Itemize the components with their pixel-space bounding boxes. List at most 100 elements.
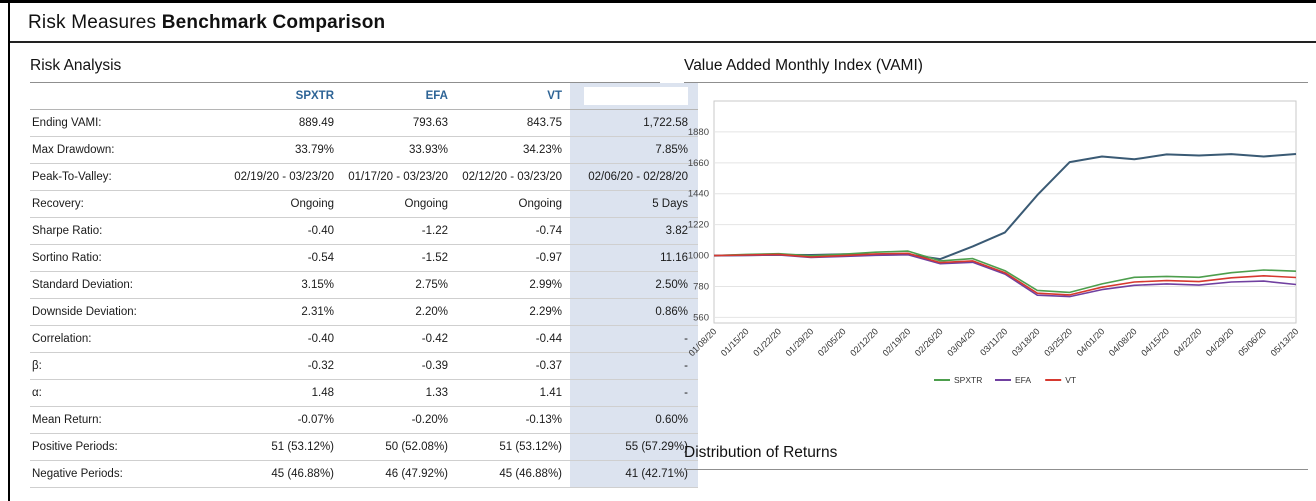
x-tick-label: 05/06/20: [1236, 326, 1268, 358]
table-row: Correlation: -0.40 -0.42 -0.44-: [30, 325, 698, 353]
x-tick-label: 01/15/20: [719, 326, 751, 358]
table-row: Max Drawdown: 33.79% 33.93% 34.23% 7.85%: [30, 136, 698, 164]
row-label: α:: [30, 379, 228, 407]
cell-efa: -0.42: [342, 325, 456, 353]
cell-vt: Ongoing: [456, 190, 570, 218]
cell-spxtr: -0.32: [228, 352, 342, 380]
plot-area: [713, 100, 1297, 324]
y-tick-label: 1220: [688, 220, 709, 231]
cell-efa: -1.22: [342, 217, 456, 245]
cell-efa: 793.63: [342, 109, 456, 137]
risk-analysis-panel: Risk Analysis SPXTR EFA VT Ending VAMI: 889…: [30, 43, 698, 501]
table-row: Ending VAMI: 889.49 793.63 843.75 1,722.58: [30, 109, 698, 137]
cell-fund: -: [570, 379, 698, 407]
cell-vt: 843.75: [456, 109, 570, 137]
risk-analysis-heading: Risk Analysis: [30, 57, 660, 83]
table-row: β: -0.32 -0.39 -0.37-: [30, 352, 698, 380]
x-tick-label: 03/11/20: [978, 326, 1009, 357]
x-tick-label: 03/25/20: [1042, 326, 1074, 358]
x-tick-label: 04/01/20: [1075, 326, 1107, 358]
cell-fund: 5 Days: [570, 190, 698, 218]
cell-vt: 2.99%: [456, 271, 570, 299]
cell-vt: -0.97: [456, 244, 570, 272]
row-label: Max Drawdown:: [30, 136, 228, 164]
cell-fund: 02/06/20 - 02/28/20: [570, 163, 698, 191]
cell-efa: 33.93%: [342, 136, 456, 164]
table-row: Peak-To-Valley: 02/19/20 - 03/23/20 01/17/…: [30, 163, 698, 191]
cell-fund: 55 (57.29%): [570, 433, 698, 461]
table-row: Standard Deviation: 3.15% 2.75% 2.99% 2.50%: [30, 271, 698, 299]
row-label: Peak-To-Valley:: [30, 163, 228, 191]
table-row: Recovery: Ongoing Ongoing Ongoing 5 Days: [30, 190, 698, 218]
row-label: Sharpe Ratio:: [30, 217, 228, 245]
row-label: Negative Periods:: [30, 460, 228, 488]
content: Risk Analysis SPXTR EFA VT Ending VAMI: 889…: [0, 43, 1316, 501]
page-title-bold: Benchmark Comparison: [161, 12, 386, 33]
series-line-vt: [713, 252, 1297, 296]
cell-spxtr: 3.15%: [228, 271, 342, 299]
column-header-vt: VT: [456, 83, 570, 110]
cell-vt: -0.44: [456, 325, 570, 353]
page-title-regular: Risk Measures: [28, 12, 157, 33]
legend-label-vt: VT: [1065, 375, 1076, 385]
cell-vt: 02/12/20 - 03/23/20: [456, 163, 570, 191]
cell-spxtr: 02/19/20 - 03/23/20: [228, 163, 342, 191]
x-tick-label: 01/08/20: [687, 326, 719, 358]
cell-spxtr: -0.40: [228, 325, 342, 353]
y-tick-label: 1440: [688, 189, 709, 200]
row-label: Standard Deviation:: [30, 271, 228, 299]
row-label: Positive Periods:: [30, 433, 228, 461]
table-row: Negative Periods: 45 (46.88%) 46 (47.92%) 4…: [30, 460, 698, 488]
x-tick-label: 03/18/20: [1010, 326, 1042, 358]
legend-label-spxtr: SPXTR: [954, 375, 982, 385]
x-tick-label: 02/05/20: [816, 326, 848, 358]
cell-efa: 1.33: [342, 379, 456, 407]
cell-efa: -1.52: [342, 244, 456, 272]
column-header-empty: [30, 83, 228, 110]
cell-efa: 2.20%: [342, 298, 456, 326]
column-header-spxtr: SPXTR: [228, 83, 342, 110]
row-label: β:: [30, 352, 228, 380]
table-row: Sharpe Ratio: -0.40 -1.22 -0.74 3.82: [30, 217, 698, 245]
page-left-border: [8, 3, 10, 501]
y-tick-label: 560: [693, 312, 709, 323]
series-line-spxtr: [713, 250, 1297, 294]
column-header-fund: [570, 83, 698, 110]
cell-efa: Ongoing: [342, 190, 456, 218]
cell-fund: 0.86%: [570, 298, 698, 326]
table-row: Sortino Ratio: -0.54 -1.52 -0.97 11.16: [30, 244, 698, 272]
cell-fund: 3.82: [570, 217, 698, 245]
vami-chart-svg: 560 780 1000 1220 1440 1660 1880 01/08/20 01/15/…: [687, 100, 1301, 385]
table-row: Mean Return: -0.07% -0.20% -0.13% 0.60%: [30, 406, 698, 434]
x-tick-label: 04/22/20: [1172, 326, 1204, 358]
distribution-heading: Distribution of Returns: [684, 444, 1308, 470]
cell-vt: 51 (53.12%): [456, 433, 570, 461]
x-tick-label: 01/22/20: [751, 326, 783, 358]
table-header-row: SPXTR EFA VT: [30, 83, 698, 110]
cell-spxtr: 1.48: [228, 379, 342, 407]
cell-fund: 1,722.58: [570, 109, 698, 137]
cell-vt: 45 (46.88%): [456, 460, 570, 488]
cell-fund: 11.16: [570, 244, 698, 272]
x-tick-label: 02/19/20: [881, 326, 913, 358]
cell-spxtr: 889.49: [228, 109, 342, 137]
x-tick-label: 02/26/20: [913, 326, 945, 358]
x-tick-label: 05/13/20: [1269, 326, 1301, 358]
cell-efa: -0.20%: [342, 406, 456, 434]
cell-fund: -: [570, 352, 698, 380]
column-header-efa: EFA: [342, 83, 456, 110]
vami-panel: Value Added Monthly Index (VAMI) 560 780 1…: [662, 43, 1316, 501]
y-tick-label: 1880: [688, 127, 709, 138]
cell-fund: 0.60%: [570, 406, 698, 434]
cell-vt: -0.74: [456, 217, 570, 245]
page-title: Risk Measures Benchmark Comparison: [28, 12, 1316, 34]
cell-spxtr: -0.07%: [228, 406, 342, 434]
x-tick-label: 03/04/20: [945, 326, 977, 358]
x-tick-label: 04/29/20: [1204, 326, 1236, 358]
cell-spxtr: 51 (53.12%): [228, 433, 342, 461]
table-row: Positive Periods: 51 (53.12%) 50 (52.08%) 5…: [30, 433, 698, 461]
row-label: Mean Return:: [30, 406, 228, 434]
cell-spxtr: -0.54: [228, 244, 342, 272]
redacted-fund-name: [584, 87, 688, 105]
cell-spxtr: Ongoing: [228, 190, 342, 218]
